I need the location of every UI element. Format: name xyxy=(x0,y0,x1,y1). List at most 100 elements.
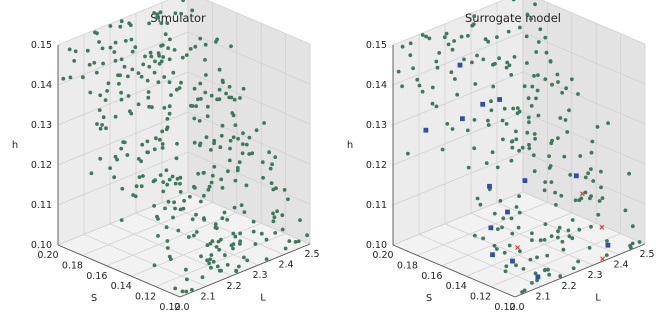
data-point xyxy=(534,96,538,101)
data-point-square xyxy=(605,242,611,248)
data-point xyxy=(556,229,560,234)
data-point xyxy=(481,236,485,241)
s-tick-label: 0.12 xyxy=(135,292,156,303)
data-point xyxy=(509,158,514,163)
data-point xyxy=(152,70,157,75)
h-tick-label: 0.13 xyxy=(31,120,52,131)
data-point xyxy=(167,80,172,85)
data-point xyxy=(450,47,455,52)
data-point xyxy=(254,128,259,133)
data-point xyxy=(139,184,144,189)
data-point xyxy=(231,231,236,236)
data-point xyxy=(100,123,104,127)
data-point xyxy=(164,225,169,230)
data-point xyxy=(156,80,161,85)
data-point xyxy=(190,217,195,222)
l-tick-label: 2.4 xyxy=(278,260,293,271)
data-point xyxy=(264,257,269,261)
data-point xyxy=(113,114,118,119)
data-point xyxy=(204,135,209,140)
h-tick-label: 0.15 xyxy=(366,40,387,51)
data-point xyxy=(123,39,128,43)
data-point xyxy=(560,90,564,95)
data-point xyxy=(234,268,239,273)
data-point xyxy=(188,47,193,51)
data-point xyxy=(209,265,213,270)
data-point xyxy=(420,89,425,94)
data-point xyxy=(466,33,470,38)
data-point-square xyxy=(488,225,494,231)
chart-panel-2: 2.02.12.22.32.42.50.100.120.140.160.180.… xyxy=(347,0,655,313)
data-point xyxy=(167,111,172,116)
back-right-pane xyxy=(523,0,645,244)
s-tick-label: 0.20 xyxy=(37,250,58,261)
data-point xyxy=(108,45,113,50)
data-point xyxy=(167,57,172,62)
data-point xyxy=(627,171,631,176)
data-point xyxy=(553,190,557,195)
data-point xyxy=(453,77,457,81)
data-point xyxy=(141,174,145,178)
data-point xyxy=(543,35,548,40)
s-tick-label: 0.16 xyxy=(86,271,107,282)
data-point xyxy=(459,34,464,39)
data-point xyxy=(517,194,521,199)
data-point xyxy=(131,193,136,197)
s-axis-line xyxy=(57,244,181,298)
data-point xyxy=(466,165,471,170)
data-point xyxy=(198,36,203,41)
data-point xyxy=(149,54,154,59)
s-axis-label: S xyxy=(91,293,97,304)
data-point xyxy=(220,216,225,221)
s-tick-label: 0.16 xyxy=(421,271,442,282)
data-point xyxy=(573,198,578,203)
data-point xyxy=(157,61,162,66)
data-point xyxy=(198,141,203,146)
l-tick-label: 2.2 xyxy=(561,281,576,292)
data-point xyxy=(600,196,605,201)
data-point xyxy=(589,150,594,155)
data-point xyxy=(570,236,575,241)
data-point xyxy=(228,146,232,151)
h-tick-label: 0.15 xyxy=(31,40,52,51)
data-point xyxy=(159,21,164,25)
data-point xyxy=(514,137,519,142)
data-point xyxy=(484,161,489,166)
data-point xyxy=(204,73,208,77)
data-point xyxy=(576,259,580,264)
data-point xyxy=(140,142,145,147)
data-point xyxy=(229,243,234,248)
data-point xyxy=(118,24,123,29)
h-tick-label: 0.11 xyxy=(366,200,387,211)
data-point xyxy=(623,208,628,213)
grid-line-h xyxy=(392,0,646,46)
data-point xyxy=(473,82,478,86)
data-point xyxy=(176,228,181,233)
data-point xyxy=(178,181,182,186)
data-point xyxy=(202,170,206,175)
l-axis-label: L xyxy=(260,293,266,304)
data-point xyxy=(470,23,475,28)
data-point xyxy=(170,174,175,179)
data-point xyxy=(525,61,529,65)
data-point xyxy=(98,126,103,131)
data-point xyxy=(173,206,178,211)
data-point xyxy=(129,37,134,42)
data-point xyxy=(146,150,151,155)
data-point xyxy=(67,47,72,52)
data-point xyxy=(504,264,509,269)
data-point xyxy=(566,228,571,233)
data-point xyxy=(137,175,142,180)
data-point xyxy=(411,66,415,71)
data-point xyxy=(112,175,117,180)
data-point xyxy=(184,289,189,294)
data-point xyxy=(160,146,165,150)
data-point xyxy=(506,29,511,34)
data-point xyxy=(228,138,233,143)
data-point xyxy=(208,257,213,262)
data-point xyxy=(522,84,527,89)
data-point xyxy=(527,146,532,151)
data-point xyxy=(527,142,531,147)
data-point xyxy=(534,50,539,54)
